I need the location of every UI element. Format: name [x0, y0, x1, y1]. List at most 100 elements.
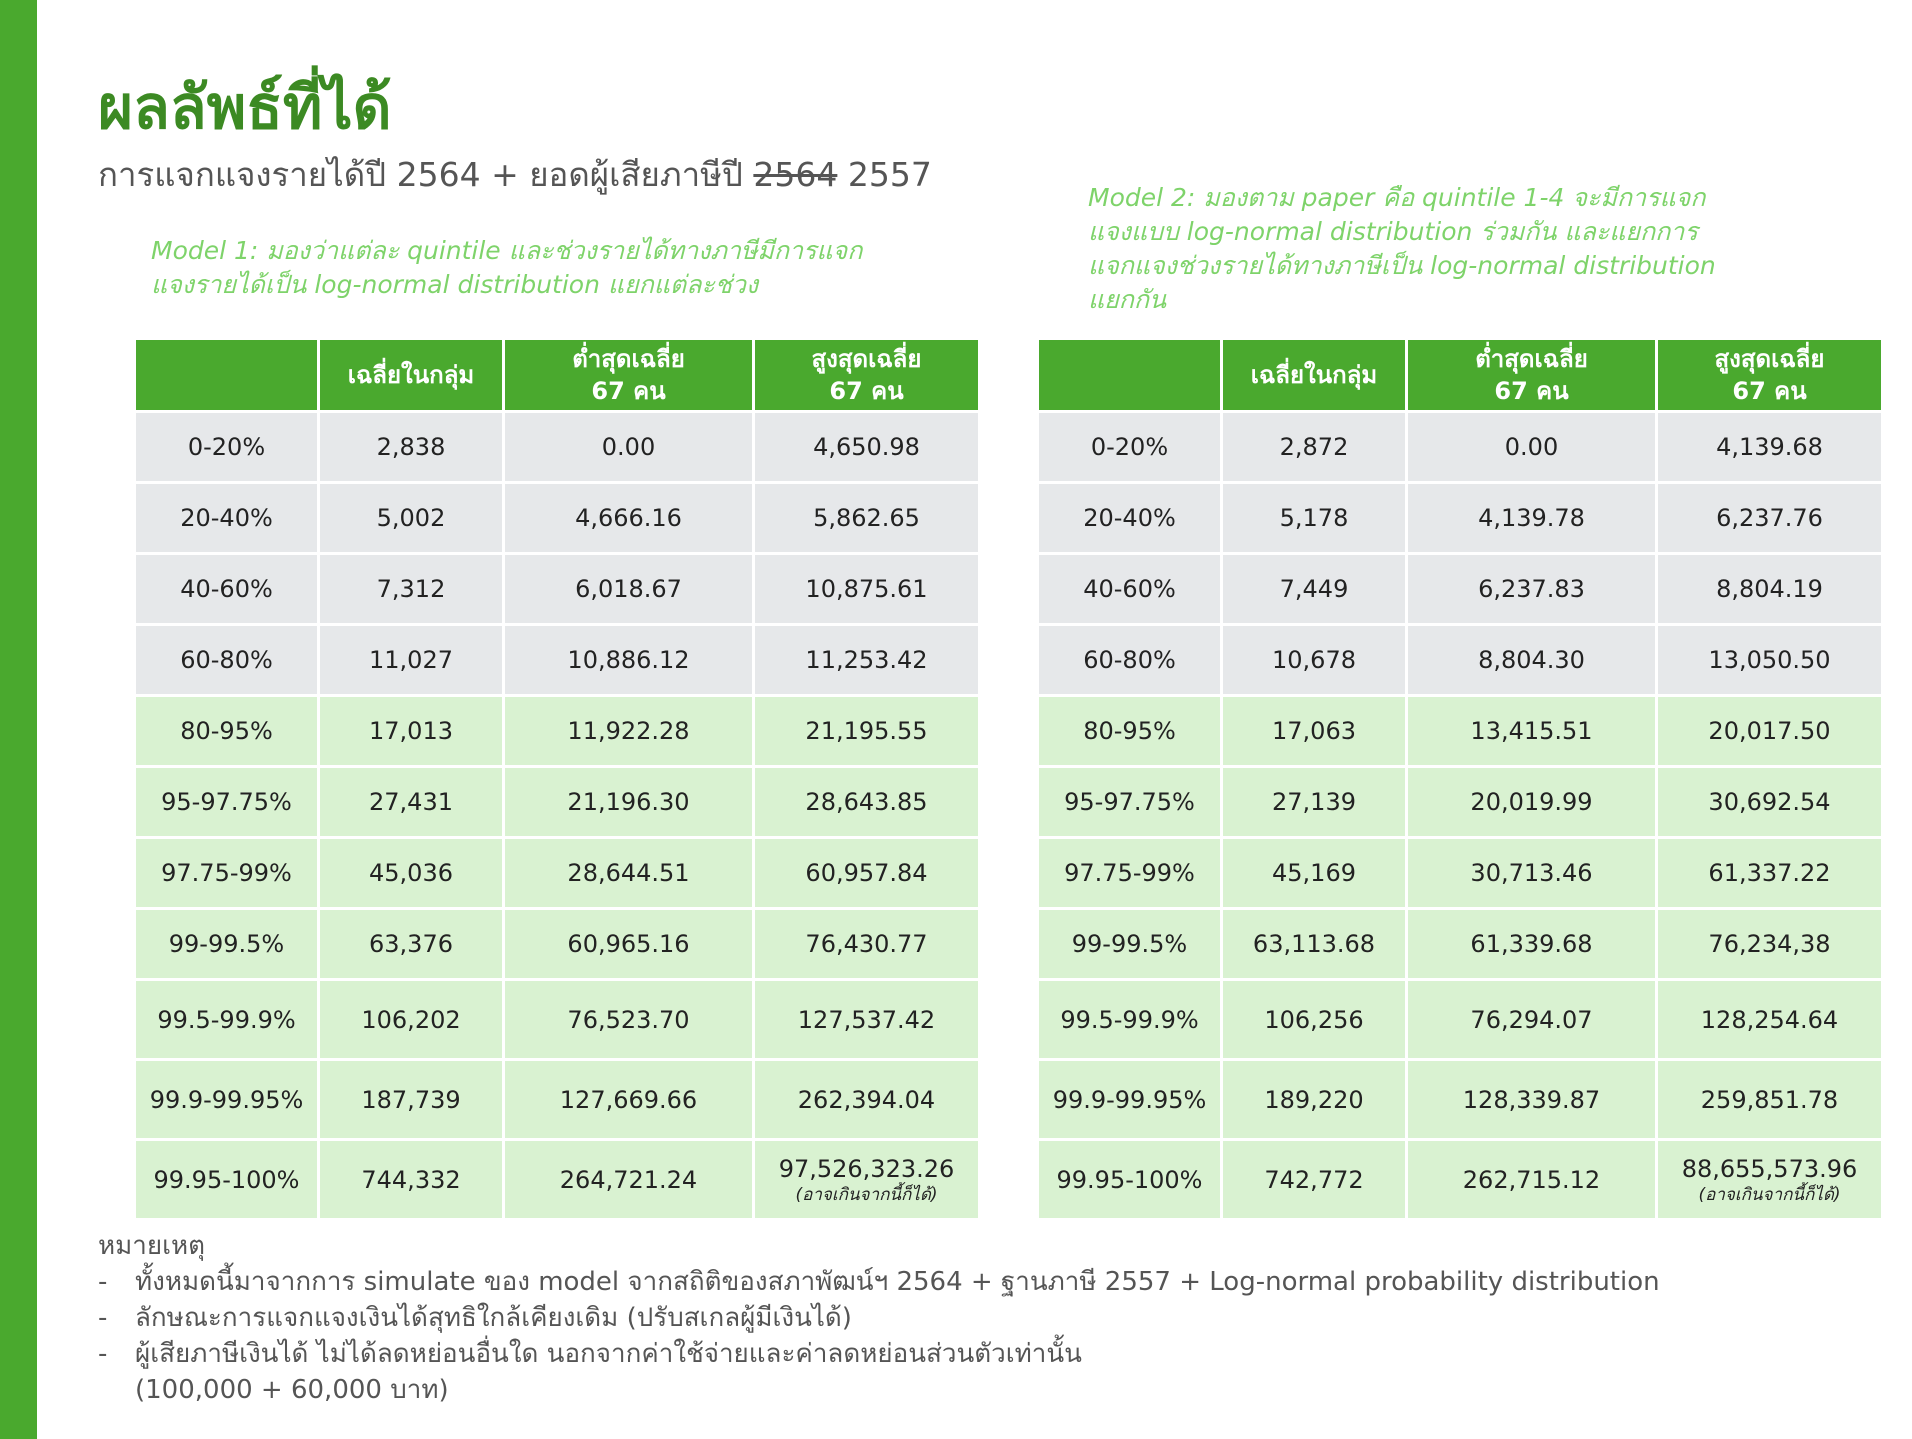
footnote-text: ทั้งหมดนี้มาจากการ simulate ของ model จา…	[135, 1267, 1660, 1297]
income-range: 20-40%	[1036, 481, 1223, 555]
min-mean: 61,339.68	[1405, 907, 1658, 981]
income-range: 20-40%	[133, 481, 320, 555]
group-mean: 106,202	[317, 978, 505, 1061]
table-row: 99.9-99.95% 187,739 127,669.66 262,394.0…	[133, 1058, 981, 1141]
group-mean: 5,178	[1220, 481, 1408, 555]
max-mean-note: (อาจเกินจากนี้ก็ได้)	[1698, 1184, 1841, 1205]
table-header-row: เฉลี่ยในกลุ่ม ต่ำสุดเฉลี่ย 67 คน สูงสุดเ…	[1036, 337, 1884, 413]
max-mean: 4,650.98	[752, 410, 981, 484]
max-mean-note: (อาจเกินจากนี้ก็ได้)	[795, 1184, 938, 1205]
max-mean: 28,643.85	[752, 765, 981, 839]
footnote-text: ผู้เสียภาษีเงินได้ ไม่ได้ลดหย่อนอื่นใด น…	[135, 1339, 1082, 1369]
table-row: 95-97.75% 27,139 20,019.99 30,692.54	[1036, 765, 1884, 839]
footnote-item: - ผู้เสียภาษีเงินได้ ไม่ได้ลดหย่อนอื่นใด …	[98, 1336, 1660, 1372]
max-mean: 5,862.65	[752, 481, 981, 555]
income-range: 99.95-100%	[133, 1138, 320, 1221]
footnote-continuation: (100,000 + 60,000 บาท)	[135, 1375, 449, 1405]
footnote-text: ลักษณะการแจกแจงเงินได้สุทธิใกล้เคียงเดิม…	[135, 1303, 852, 1333]
group-mean: 106,256	[1220, 978, 1408, 1061]
footnotes-heading: หมายเหตุ	[98, 1231, 206, 1261]
bullet-dash: -	[98, 1339, 108, 1369]
model-2-table: เฉลี่ยในกลุ่ม ต่ำสุดเฉลี่ย 67 คน สูงสุดเ…	[1036, 337, 1884, 1221]
min-mean: 20,019.99	[1405, 765, 1658, 839]
max-mean: 6,237.76	[1655, 481, 1884, 555]
max-mean: 259,851.78	[1655, 1058, 1884, 1141]
max-mean: 61,337.22	[1655, 836, 1884, 910]
table-row: 99-99.5% 63,113.68 61,339.68 76,234,38	[1036, 907, 1884, 981]
footnote-item: - ลักษณะการแจกแจงเงินได้สุทธิใกล้เคียงเดิ…	[98, 1300, 1660, 1336]
header-empty	[1036, 337, 1223, 413]
min-mean: 21,196.30	[502, 765, 755, 839]
group-mean: 2,838	[317, 410, 505, 484]
table-row: 99.95-100% 742,772 262,715.12 88,655,573…	[1036, 1138, 1884, 1221]
header-max-mean: สูงสุดเฉลี่ย 67 คน	[752, 337, 981, 413]
subtitle-year: 2557	[847, 155, 932, 194]
income-range: 80-95%	[1036, 694, 1223, 768]
group-mean: 45,169	[1220, 836, 1408, 910]
group-mean: 189,220	[1220, 1058, 1408, 1141]
group-mean: 17,013	[317, 694, 505, 768]
group-mean: 45,036	[317, 836, 505, 910]
max-mean: 11,253.42	[752, 623, 981, 697]
group-mean: 63,376	[317, 907, 505, 981]
model-1-table: เฉลี่ยในกลุ่ม ต่ำสุดเฉลี่ย 67 คน สูงสุดเ…	[133, 337, 981, 1221]
group-mean: 17,063	[1220, 694, 1408, 768]
group-mean: 7,312	[317, 552, 505, 626]
table-row: 20-40% 5,002 4,666.16 5,862.65	[133, 481, 981, 555]
min-mean: 60,965.16	[502, 907, 755, 981]
group-mean: 27,139	[1220, 765, 1408, 839]
income-range: 60-80%	[133, 623, 320, 697]
table-row: 60-80% 10,678 8,804.30 13,050.50	[1036, 623, 1884, 697]
min-mean: 76,523.70	[502, 978, 755, 1061]
min-mean: 10,886.12	[502, 623, 755, 697]
income-range: 97.75-99%	[133, 836, 320, 910]
group-mean: 10,678	[1220, 623, 1408, 697]
min-mean: 11,922.28	[502, 694, 755, 768]
table-row: 99.5-99.9% 106,202 76,523.70 127,537.42	[133, 978, 981, 1061]
max-mean: 97,526,323.26	[778, 1154, 955, 1183]
model-2-note: Model 2: มองตาม paper คือ quintile 1-4 จ…	[1088, 183, 1716, 314]
header-empty	[133, 337, 320, 413]
header-group-mean: เฉลี่ยในกลุ่ม	[1220, 337, 1408, 413]
page-subtitle: การแจกแจงรายได้ปี 2564 + ยอดผู้เสียภาษีป…	[98, 150, 932, 200]
min-mean: 128,339.87	[1405, 1058, 1658, 1141]
income-range: 60-80%	[1036, 623, 1223, 697]
table-row: 99.5-99.9% 106,256 76,294.07 128,254.64	[1036, 978, 1884, 1061]
min-mean: 0.00	[1405, 410, 1658, 484]
table-row: 97.75-99% 45,169 30,713.46 61,337.22	[1036, 836, 1884, 910]
table-header-row: เฉลี่ยในกลุ่ม ต่ำสุดเฉลี่ย 67 คน สูงสุดเ…	[133, 337, 981, 413]
income-range: 99-99.5%	[1036, 907, 1223, 981]
table-row: 80-95% 17,063 13,415.51 20,017.50	[1036, 694, 1884, 768]
min-mean: 8,804.30	[1405, 623, 1658, 697]
income-range: 99-99.5%	[133, 907, 320, 981]
footnote-item: - ทั้งหมดนี้มาจากการ simulate ของ model จ…	[98, 1264, 1660, 1300]
max-mean: 128,254.64	[1655, 978, 1884, 1061]
income-range: 0-20%	[133, 410, 320, 484]
max-mean: 10,875.61	[752, 552, 981, 626]
min-mean: 4,666.16	[502, 481, 755, 555]
group-mean: 7,449	[1220, 552, 1408, 626]
table-row: 40-60% 7,449 6,237.83 8,804.19	[1036, 552, 1884, 626]
min-mean: 76,294.07	[1405, 978, 1658, 1061]
header-group-mean: เฉลี่ยในกลุ่ม	[317, 337, 505, 413]
footnotes: หมายเหตุ - ทั้งหมดนี้มาจากการ simulate ขอ…	[98, 1228, 1660, 1408]
min-mean: 4,139.78	[1405, 481, 1658, 555]
group-mean: 2,872	[1220, 410, 1408, 484]
subtitle-prefix: การแจกแจงรายได้ปี 2564 + ยอดผู้เสียภาษีป…	[98, 155, 743, 194]
subtitle-struck-year: 2564	[753, 155, 838, 194]
min-mean: 13,415.51	[1405, 694, 1658, 768]
max-mean: 4,139.68	[1655, 410, 1884, 484]
min-mean: 264,721.24	[502, 1138, 755, 1221]
table-row: 95-97.75% 27,431 21,196.30 28,643.85	[133, 765, 981, 839]
max-mean: 30,692.54	[1655, 765, 1884, 839]
table-row: 97.75-99% 45,036 28,644.51 60,957.84	[133, 836, 981, 910]
income-range: 95-97.75%	[133, 765, 320, 839]
bullet-dash: -	[98, 1267, 108, 1297]
max-mean: 262,394.04	[752, 1058, 981, 1141]
min-mean: 0.00	[502, 410, 755, 484]
income-range: 40-60%	[1036, 552, 1223, 626]
header-min-mean: ต่ำสุดเฉลี่ย 67 คน	[502, 337, 755, 413]
income-range: 99.5-99.9%	[1036, 978, 1223, 1061]
income-range: 99.9-99.95%	[133, 1058, 320, 1141]
group-mean: 742,772	[1220, 1138, 1408, 1221]
